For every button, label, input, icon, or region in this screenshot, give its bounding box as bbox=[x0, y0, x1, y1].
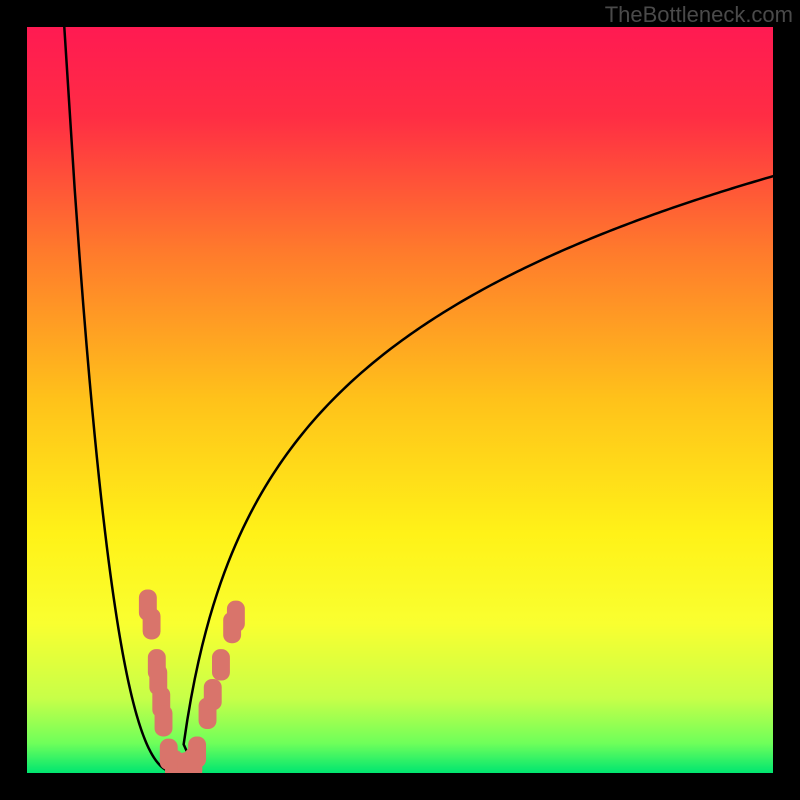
data-marker bbox=[204, 679, 222, 710]
watermark-text: TheBottleneck.com bbox=[605, 2, 793, 28]
data-marker bbox=[188, 736, 206, 767]
gradient-background bbox=[27, 27, 773, 773]
data-marker bbox=[155, 705, 173, 736]
data-marker bbox=[143, 608, 161, 639]
data-marker bbox=[227, 601, 245, 632]
data-marker bbox=[212, 649, 230, 680]
bottleneck-chart bbox=[27, 27, 773, 773]
